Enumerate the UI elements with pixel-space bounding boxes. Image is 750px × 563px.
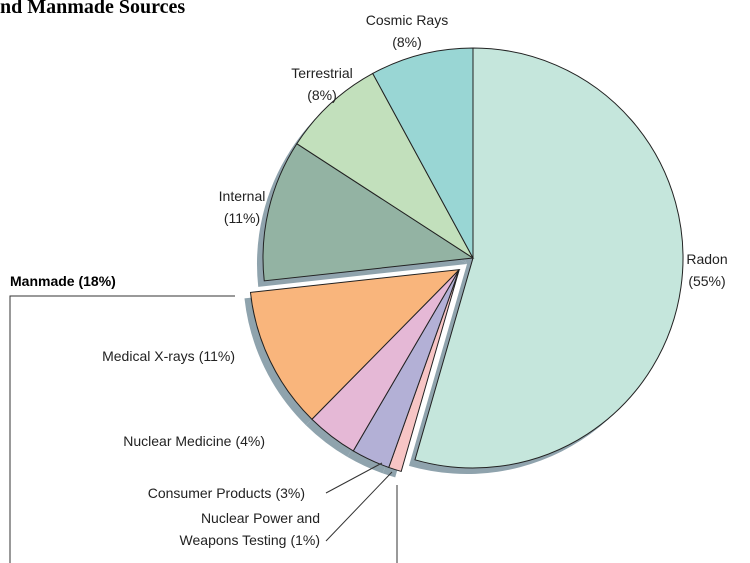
value-label: (8%) <box>392 34 422 50</box>
bracket-line <box>9 295 235 563</box>
slice-label: Radon (55%) <box>655 248 750 292</box>
value-label: (4%) <box>235 433 265 449</box>
category-name: Internal <box>218 188 266 204</box>
slice-label: Medical X-rays (11%) <box>30 345 235 367</box>
category-name: Medical X-rays <box>102 348 195 364</box>
value-label: (11%) <box>223 210 261 226</box>
chart-title: nd Manmade Sources <box>0 0 186 18</box>
category-name: Radon <box>686 251 728 267</box>
value-label: (11%) <box>198 348 235 364</box>
slice <box>262 143 475 282</box>
category-name: Terrestrial <box>291 65 353 81</box>
slice <box>249 268 461 420</box>
value-label: (8%) <box>307 87 337 103</box>
slice-label: Terrestrial (8%) <box>270 62 374 106</box>
slice-label: Nuclear Medicine (4%) <box>60 430 265 452</box>
category-name: Consumer Products <box>147 485 272 501</box>
leader-line <box>325 462 383 494</box>
slice-label: Internal (11%) <box>190 185 294 229</box>
leader-line <box>325 471 393 542</box>
category-name: Cosmic Rays <box>365 12 449 28</box>
slice-label: Cosmic Rays (8%) <box>355 9 459 53</box>
slice <box>296 72 474 259</box>
slice-label: Consumer Products (3%) <box>100 482 305 504</box>
value-label: (3%) <box>275 485 305 501</box>
value-label: (55%) <box>688 273 726 289</box>
group-label: Manmade (18%) <box>10 273 116 289</box>
slice <box>372 47 474 259</box>
value-label: (1%) <box>290 532 320 548</box>
slice-label: Nuclear Power and Weapons Testing (1%) <box>160 507 320 551</box>
category-name: Nuclear Power and Weapons Testing <box>179 510 320 548</box>
slice <box>414 47 684 469</box>
category-name: Nuclear Medicine <box>123 433 232 449</box>
